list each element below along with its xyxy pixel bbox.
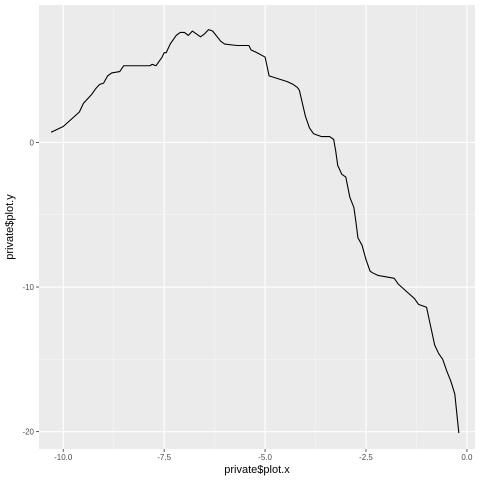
x-tick-label: -2.5 [359, 453, 373, 462]
x-axis-title: private$plot.x [224, 464, 290, 476]
y-tick-label: -20 [22, 428, 34, 437]
x-tick-label: 0.0 [461, 453, 473, 462]
data-line [50, 29, 460, 434]
x-axis: -10.0 -7.5 -5.0 -2.5 0.0 [54, 449, 473, 462]
minor-grid [39, 5, 475, 449]
major-grid [39, 5, 475, 449]
x-tick-label: -7.5 [157, 453, 171, 462]
y-tick-label: 0 [30, 138, 35, 147]
x-tick-label: -5.0 [258, 453, 272, 462]
y-tick-label: -10 [22, 283, 34, 292]
x-tick-label: -10.0 [54, 453, 73, 462]
y-axis-title: private$plot.y [4, 194, 16, 260]
plot-panel [39, 5, 475, 449]
y-axis: 0 -10 -20 [22, 138, 39, 437]
